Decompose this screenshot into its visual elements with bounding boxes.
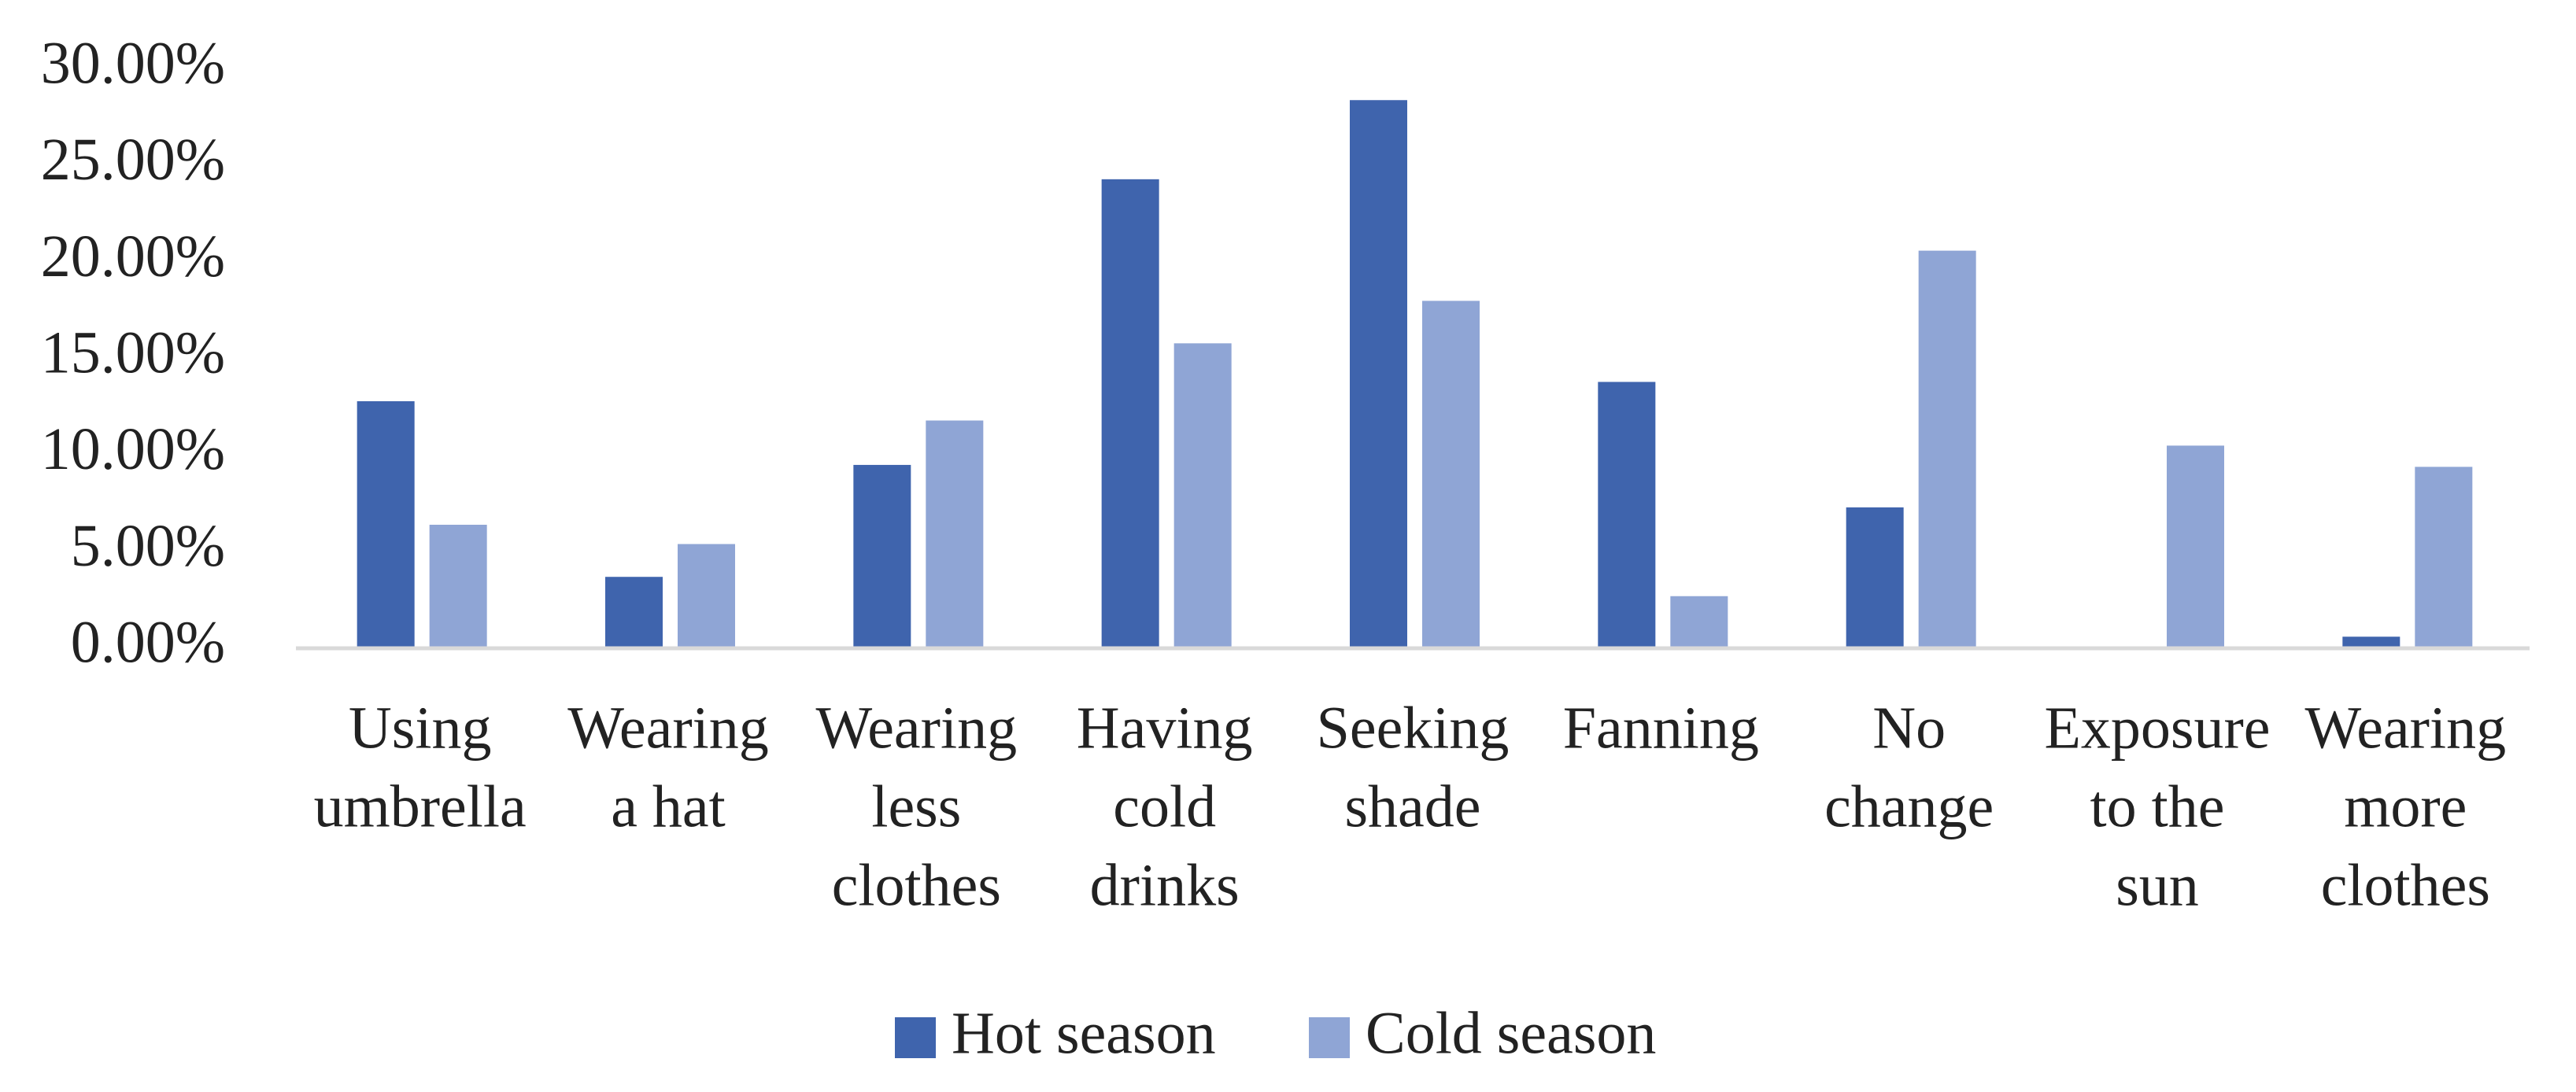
x-tick-label: to the — [2090, 773, 2225, 839]
bar — [1918, 250, 1976, 648]
x-tick-label: Having — [1077, 695, 1253, 761]
y-tick-label: 15.00% — [41, 319, 225, 386]
legend-swatch — [895, 1017, 936, 1058]
x-tick-label: umbrella — [314, 773, 527, 839]
x-tick-label: Using — [349, 695, 492, 761]
x-tick-label: clothes — [832, 852, 1001, 918]
x-tick-label: less — [871, 773, 961, 839]
x-tick-label: change — [1824, 773, 1994, 839]
x-tick-label: Wearing — [567, 695, 769, 761]
x-tick-label: Wearing — [2305, 695, 2507, 761]
x-tick-label: a hat — [611, 773, 726, 839]
bar — [1350, 100, 1407, 648]
x-tick-label: Wearing — [816, 695, 1018, 761]
bar — [1670, 596, 1728, 648]
bar — [1598, 382, 1656, 648]
bar — [853, 464, 911, 648]
y-tick-label: 5.00% — [71, 513, 225, 579]
bar — [926, 420, 984, 648]
legend-label: Hot season — [952, 1000, 1216, 1066]
bar — [1101, 179, 1159, 649]
x-tick-label: Seeking — [1317, 695, 1510, 761]
bar — [429, 524, 487, 648]
bar — [1422, 301, 1480, 648]
x-tick-label: cold — [1113, 773, 1216, 839]
x-tick-label: drinks — [1090, 852, 1240, 918]
y-tick-label: 30.00% — [41, 30, 225, 96]
x-tick-label: Exposure — [2044, 695, 2270, 761]
bar — [2167, 445, 2224, 648]
bar — [2415, 467, 2473, 648]
bar — [678, 544, 735, 648]
y-tick-label: 10.00% — [41, 416, 225, 482]
x-tick-label: more — [2344, 773, 2467, 839]
y-tick-label: 25.00% — [41, 127, 225, 193]
bar — [1846, 507, 1904, 648]
x-tick-label: clothes — [2321, 852, 2490, 918]
legend-swatch — [1309, 1017, 1350, 1058]
x-tick-label: sun — [2116, 852, 2199, 918]
x-tick-label: Fanning — [1563, 695, 1759, 761]
bar — [357, 400, 415, 648]
x-tick-label: shade — [1344, 773, 1480, 839]
y-tick-label: 0.00% — [71, 609, 225, 675]
y-tick-label: 20.00% — [41, 223, 225, 290]
bar — [1173, 343, 1232, 648]
legend-label: Cold season — [1366, 1000, 1656, 1066]
bar — [2342, 636, 2400, 648]
bar — [605, 577, 663, 648]
x-tick-label: No — [1872, 695, 1946, 761]
